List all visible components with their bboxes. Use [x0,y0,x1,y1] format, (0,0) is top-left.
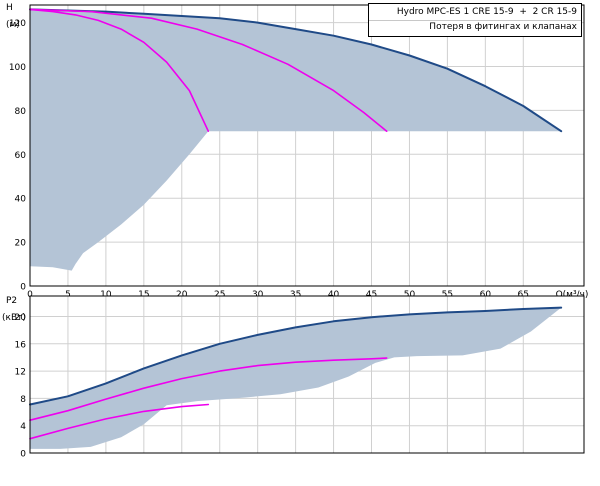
head-ytick-label: 0 [20,283,26,293]
head-curve-duty-1 [29,8,210,132]
head-curve-max-0 [29,8,563,133]
power-curve-plot: 0 4 8 12 16 20 P2 (кВт) [2,295,585,460]
power-ytick-label: 20 [15,313,27,323]
head-xtick-label: 65 [518,290,529,300]
power-curve-duty-1 [29,357,388,422]
head-xtick-label: 5 [65,290,71,300]
chart-legend: Hydro MPC-ES 1 CRE 15-9 + 2 CR 15-9 Поте… [368,3,582,37]
head-plot-frame [29,4,585,287]
head-xtick-label: 15 [138,290,149,300]
head-xtick-label: 40 [328,290,340,300]
power-curve-duty-2 [29,403,210,440]
power-ytick-label: 16 [15,340,27,350]
legend-note: Потеря в фитингах и клапанах [429,22,577,32]
head-xtick-label: 45 [366,290,377,300]
head-xtick-label: 0 [27,290,33,300]
head-curve-plot: 0 20 40 60 80 100 120 H (м) 0 5 10 15 20 25 30 35 40 45 50 5… [6,3,588,300]
head-xtick-label: 60 [480,290,492,300]
head-xtick-label: 10 [100,290,112,300]
head-ytick-label: 60 [15,151,27,161]
head-ylabel: H [6,3,13,13]
head-xtick-label: 30 [252,290,264,300]
head-xtick-label: 35 [290,290,301,300]
head-xtick-label: 20 [176,290,188,300]
head-xtick-label: 55 [442,290,453,300]
head-ytick-label: 20 [15,239,27,249]
head-ytick-label: 120 [9,19,26,29]
power-plot-frame [29,295,585,454]
head-ytick-label: 80 [15,107,27,117]
power-curve-max-0 [29,306,563,406]
power-ytick-label: 8 [20,395,26,405]
head-ylabel: (м) [6,20,20,30]
power-ytick-label: 12 [15,368,26,378]
power-ylabel: (кВт) [2,313,26,323]
head-curve-duty-2 [29,8,388,132]
legend-product: Hydro MPC-ES 1 CRE 15-9 + 2 CR 15-9 [396,7,577,17]
head-xtick-label: 50 [404,290,416,300]
power-ytick-label: 4 [20,422,26,432]
head-ytick-label: 100 [9,63,26,73]
head-xlabel: Q(м³/ч) [556,290,589,300]
head-ytick-label: 40 [15,195,27,205]
power-ytick-label: 0 [20,450,26,460]
power-ylabel: P2 [6,296,17,306]
head-operating-envelope [30,9,562,271]
power-operating-envelope [30,307,562,449]
legend-divider [369,20,581,21]
head-xtick-label: 25 [214,290,225,300]
